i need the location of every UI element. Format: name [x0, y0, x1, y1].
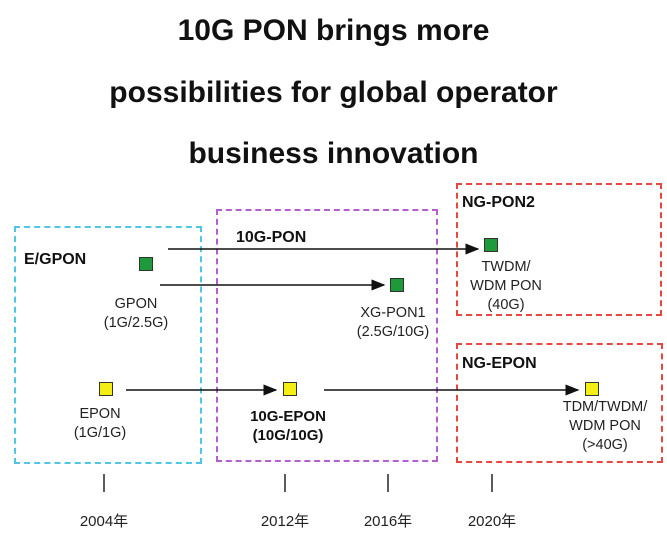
- title-line-1: 10G PON brings more: [177, 14, 490, 47]
- ng-epon-group-label: NG-EPON: [462, 355, 537, 372]
- gpon-node-square: [139, 257, 153, 271]
- tdm-name-line1: TDM/TWDM/: [562, 399, 648, 415]
- 10g-pon-group-label: 10G-PON: [236, 229, 307, 246]
- xgpon1-rate: (2.5G/10G): [356, 324, 430, 340]
- twdm-node-square: [484, 238, 498, 252]
- year-2020: 2020年: [467, 513, 517, 530]
- title-line-3: business innovation: [188, 137, 479, 170]
- twdm-label: TWDM/ WDM PON (40G): [456, 258, 556, 315]
- tdm-name-line2: WDM PON: [569, 418, 641, 434]
- 10g-pon-group-box: [216, 209, 438, 462]
- ng-epon-group-box: [456, 343, 663, 463]
- 10g-epon-node-square: [283, 382, 297, 396]
- xgpon1-node-square: [390, 278, 404, 292]
- twdm-name-line1: TWDM/: [481, 259, 531, 275]
- epon-name: EPON: [79, 406, 121, 422]
- gpon-label: GPON (1G/2.5G): [96, 295, 176, 333]
- egpon-group-label: E/GPON: [24, 251, 87, 268]
- epon-rate: (1G/1G): [73, 425, 127, 441]
- xgpon1-label: XG-PON1 (2.5G/10G): [345, 304, 441, 342]
- year-2016: 2016年: [363, 513, 413, 530]
- twdm-rate: (40G): [487, 297, 525, 313]
- epon-label: EPON (1G/1G): [60, 405, 140, 443]
- 10g-epon-name: 10G-EPON: [250, 408, 326, 425]
- title-line-2: possibilities for global operator: [109, 76, 558, 109]
- gpon-rate: (1G/2.5G): [103, 315, 169, 331]
- ng-pon2-group-label: NG-PON2: [462, 194, 535, 211]
- xgpon1-name: XG-PON1: [360, 305, 426, 321]
- year-2004: 2004年: [79, 513, 129, 530]
- epon-node-square: [99, 382, 113, 396]
- tdm-rate: (>40G): [582, 437, 628, 453]
- 10g-epon-rate: (10G/10G): [252, 427, 324, 444]
- tdm-node-square: [585, 382, 599, 396]
- twdm-name-line2: WDM PON: [470, 278, 542, 294]
- tdm-label: TDM/TWDM/ WDM PON (>40G): [552, 398, 658, 455]
- gpon-name: GPON: [114, 296, 158, 312]
- egpon-group-box: [14, 226, 202, 464]
- 10g-epon-label: 10G-EPON (10G/10G): [236, 407, 340, 445]
- year-2012: 2012年: [260, 513, 310, 530]
